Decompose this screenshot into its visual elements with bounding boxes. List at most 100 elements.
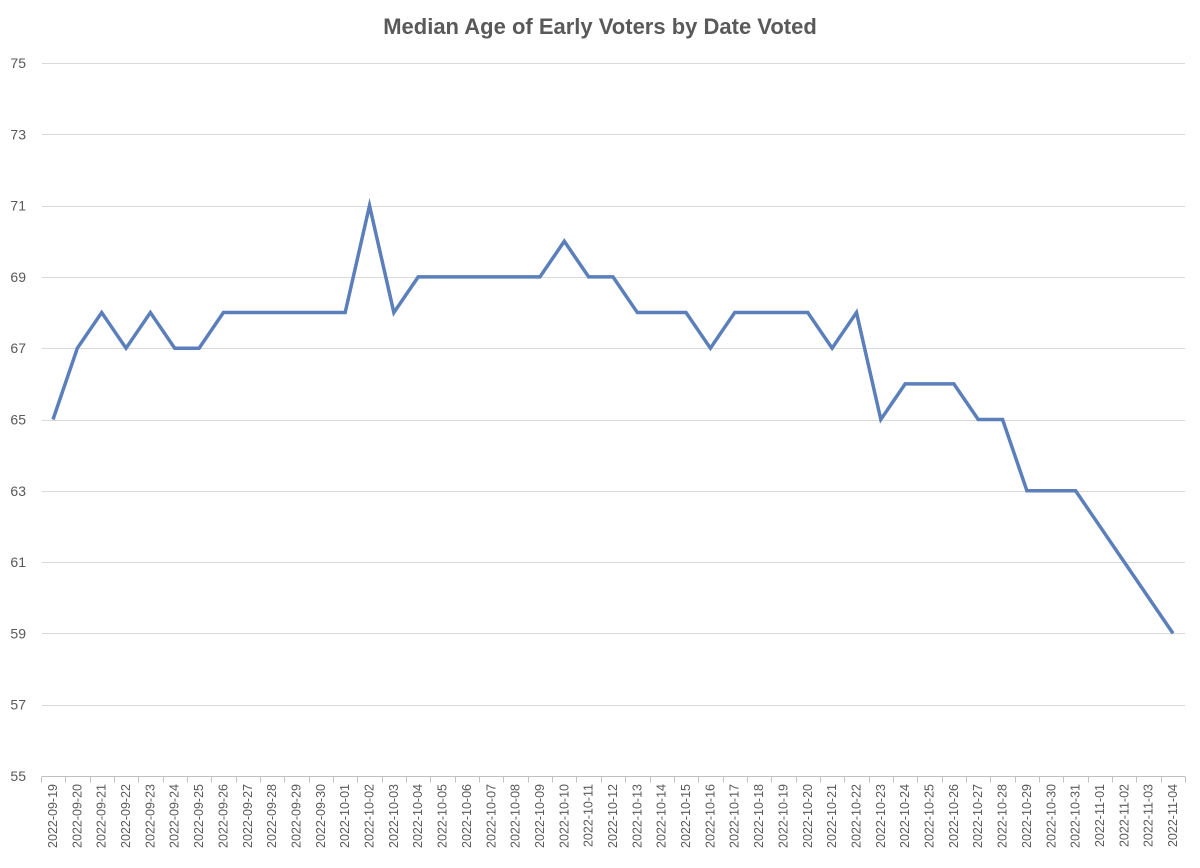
x-tick-label: 2022-10-25 — [923, 784, 937, 848]
data-point — [489, 275, 493, 279]
data-point — [903, 382, 907, 386]
x-tick-label: 2022-10-30 — [1044, 784, 1058, 848]
data-point — [1001, 418, 1005, 422]
data-point — [1171, 631, 1175, 635]
x-tick-label: 2022-10-20 — [801, 784, 815, 848]
data-point — [1122, 560, 1126, 564]
data-point — [221, 311, 225, 315]
data-point — [684, 311, 688, 315]
y-tick-label: 61 — [10, 554, 26, 570]
data-point — [270, 311, 274, 315]
y-tick-label: 75 — [10, 55, 26, 71]
data-point — [319, 311, 323, 315]
data-point — [368, 204, 372, 208]
data-point — [197, 346, 201, 350]
y-tick-label: 73 — [10, 126, 26, 142]
x-tick-label: 2022-10-09 — [533, 784, 547, 848]
y-tick-label: 69 — [10, 269, 26, 285]
data-point — [1074, 489, 1078, 493]
data-point — [635, 311, 639, 315]
series-layer — [51, 197, 1175, 635]
chart-title: Median Age of Early Voters by Date Voted — [383, 14, 817, 39]
x-tick-label: 2022-09-30 — [314, 784, 328, 848]
x-tick-label: 2022-09-27 — [241, 784, 255, 848]
x-tick-label: 2022-10-21 — [825, 784, 839, 848]
data-point — [708, 346, 712, 350]
x-tick-label: 2022-10-07 — [484, 784, 498, 848]
data-point — [781, 311, 785, 315]
x-tick-label: 2022-09-25 — [192, 784, 206, 848]
x-tick-label: 2022-11-01 — [1093, 784, 1107, 847]
data-point — [465, 275, 469, 279]
x-tick-label: 2022-10-26 — [947, 784, 961, 848]
x-tick-label: 2022-10-31 — [1069, 784, 1083, 848]
data-point — [562, 239, 566, 243]
x-tick-label: 2022-10-29 — [1020, 784, 1034, 848]
x-tick-label: 2022-09-21 — [95, 784, 109, 848]
x-tick-label: 2022-10-13 — [630, 784, 644, 848]
data-point — [148, 311, 152, 315]
x-tick-label: 2022-10-10 — [557, 784, 571, 848]
data-point — [952, 382, 956, 386]
x-tick-label: 2022-10-04 — [411, 784, 425, 848]
x-tick-label: 2022-09-26 — [216, 784, 230, 848]
x-tick-label: 2022-10-02 — [363, 784, 377, 848]
data-point — [51, 418, 55, 422]
data-point — [1147, 596, 1151, 600]
x-axis — [41, 776, 1186, 783]
x-tick-label: 2022-10-28 — [996, 784, 1010, 848]
data-point — [294, 311, 298, 315]
y-tick-label: 65 — [10, 412, 26, 428]
data-point — [75, 346, 79, 350]
series-line — [51, 197, 1175, 635]
data-point — [660, 311, 664, 315]
data-point — [757, 311, 761, 315]
data-point — [246, 311, 250, 315]
x-tick-label: 2022-11-03 — [1142, 784, 1156, 847]
x-tick-label: 2022-10-22 — [849, 784, 863, 848]
data-point — [538, 275, 542, 279]
x-tick-label: 2022-09-22 — [119, 784, 133, 848]
x-tick-label: 2022-10-23 — [874, 784, 888, 848]
x-tick-label: 2022-10-12 — [606, 784, 620, 848]
data-point — [441, 275, 445, 279]
x-tick-label: 2022-10-18 — [752, 784, 766, 848]
data-point — [1098, 524, 1102, 528]
gridlines — [42, 63, 1185, 706]
x-tick-label: 2022-09-29 — [289, 784, 303, 848]
x-tick-label: 2022-11-02 — [1117, 784, 1131, 847]
x-tick-label: 2022-10-05 — [436, 784, 450, 848]
data-point — [173, 346, 177, 350]
data-point — [392, 311, 396, 315]
data-point — [100, 311, 104, 315]
data-point — [343, 311, 347, 315]
x-tick-label: 2022-10-14 — [655, 784, 669, 848]
x-tick-label: 2022-10-19 — [776, 784, 790, 848]
data-point — [806, 311, 810, 315]
y-tick-label: 57 — [10, 697, 26, 713]
x-tick-label: 2022-10-01 — [338, 784, 352, 848]
x-tick-label: 2022-10-27 — [971, 784, 985, 848]
x-tick-label: 2022-09-20 — [70, 784, 84, 848]
y-tick-label: 63 — [10, 483, 26, 499]
x-tick-label: 2022-10-08 — [509, 784, 523, 848]
x-tick-label: 2022-10-06 — [460, 784, 474, 848]
y-tick-label: 67 — [10, 340, 26, 356]
x-tick-label: 2022-10-11 — [582, 784, 596, 847]
x-tick-label: 2022-09-24 — [168, 784, 182, 848]
data-point — [514, 275, 518, 279]
data-point — [124, 346, 128, 350]
x-tick-label: 2022-09-23 — [143, 784, 157, 848]
y-tick-label: 55 — [10, 768, 26, 784]
x-tick-label: 2022-10-03 — [387, 784, 401, 848]
x-tick-label: 2022-10-17 — [728, 784, 742, 848]
data-point — [879, 418, 883, 422]
data-point — [587, 275, 591, 279]
data-point — [976, 418, 980, 422]
data-point — [854, 311, 858, 315]
data-point — [611, 275, 615, 279]
data-point — [416, 275, 420, 279]
data-point — [830, 346, 834, 350]
